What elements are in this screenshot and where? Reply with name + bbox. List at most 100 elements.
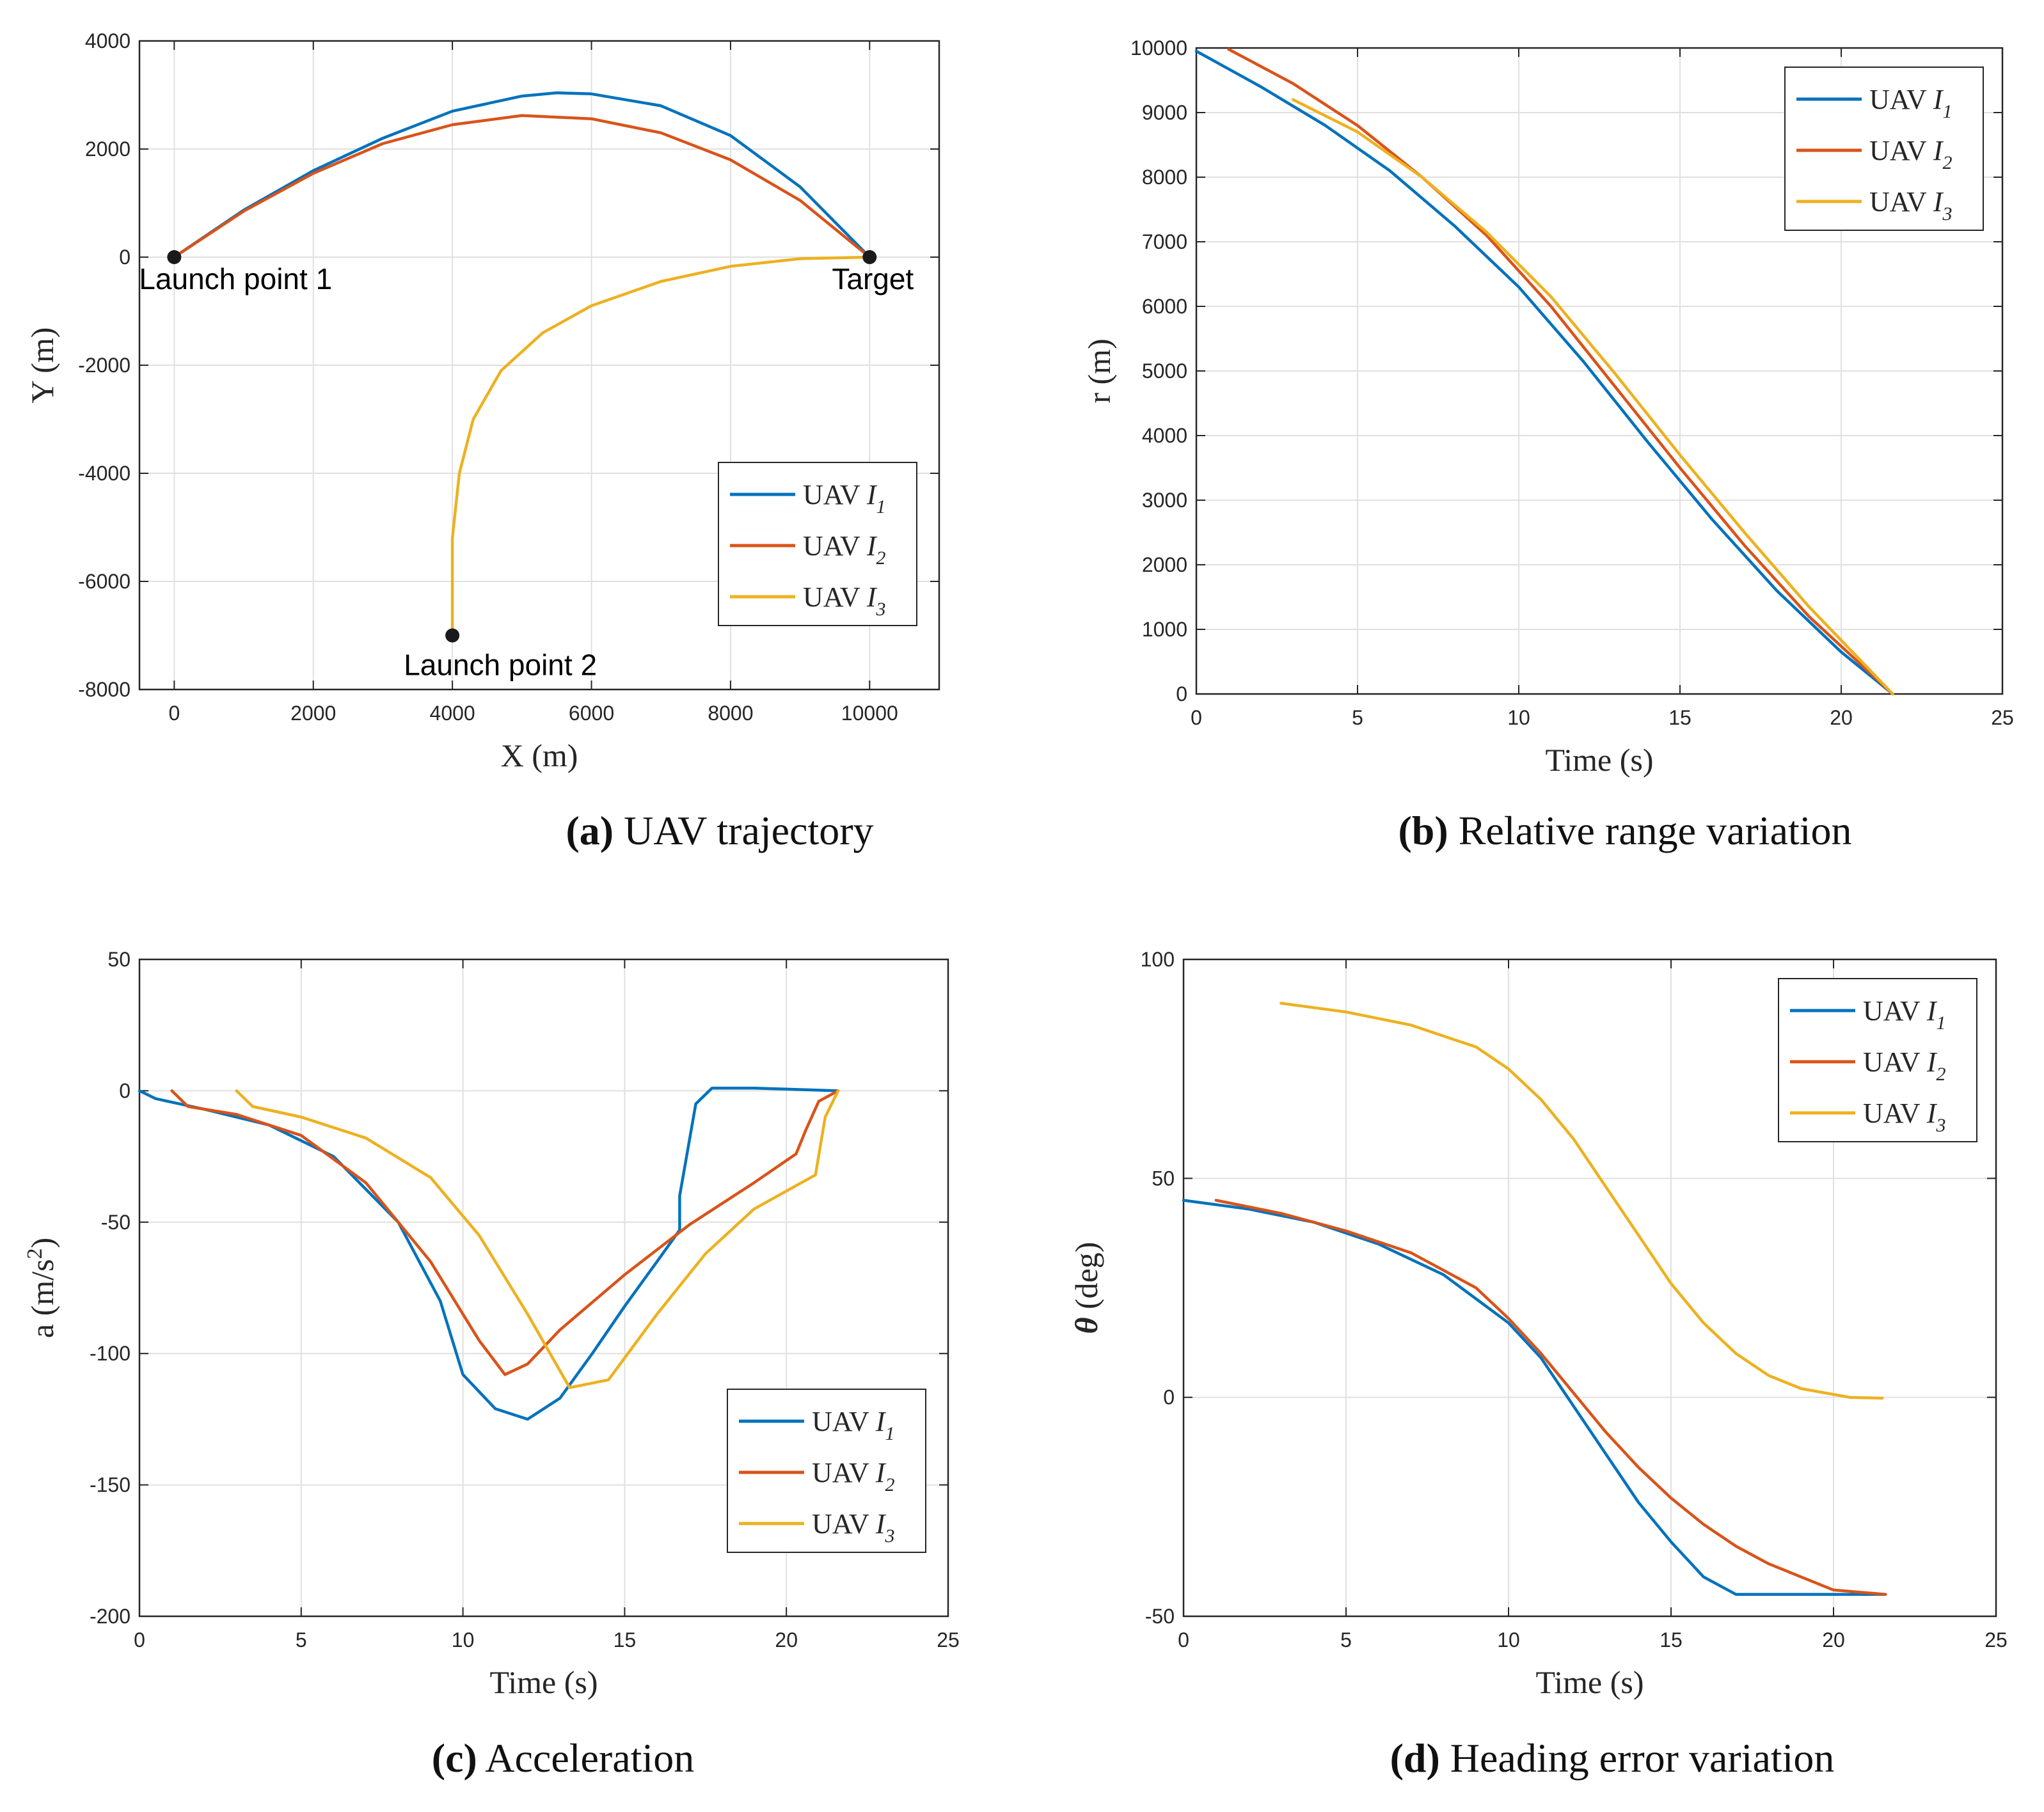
y-axis-label: a (m/s2) — [23, 1238, 60, 1338]
y-tick-label: -200 — [90, 1605, 131, 1628]
y-tick-label: -8000 — [78, 678, 131, 701]
legend-label-uav-3: UAV I3 — [1863, 1098, 1946, 1136]
y-tick-label: 0 — [119, 1079, 131, 1102]
x-axis-label: X (m) — [501, 737, 578, 773]
panel-caption: (d) Heading error variation — [1390, 1735, 1835, 1781]
y-tick-label: 5000 — [1142, 359, 1187, 382]
y-tick-label: 2000 — [85, 138, 131, 161]
marker-label: Launch point 2 — [404, 649, 597, 682]
x-tick-label: 20 — [1830, 706, 1853, 729]
legend: UAV I1 UAV I2 UAV I3 — [1784, 67, 1984, 231]
y-tick-label: -100 — [90, 1342, 131, 1365]
series-line-uav-3 — [1291, 98, 1894, 696]
legend-label-uav-3: UAV I3 — [803, 581, 886, 620]
series-line-uav-1 — [173, 91, 871, 259]
marker-point — [445, 628, 460, 643]
y-tick-label: 10000 — [1130, 36, 1187, 59]
x-tick-label: 0 — [1191, 706, 1202, 729]
legend-label-uav-3: UAV I3 — [1869, 186, 1953, 225]
x-tick-label: 5 — [1352, 706, 1363, 729]
x-tick-label: 15 — [1668, 706, 1691, 729]
x-tick-label: 8000 — [708, 702, 753, 725]
legend-label-uav-1: UAV I1 — [1863, 995, 1946, 1034]
legend-label-uav-2: UAV I2 — [1869, 135, 1953, 173]
legend: UAV I1 UAV I2 UAV I3 — [718, 462, 917, 626]
series-line-uav-1 — [138, 1087, 840, 1421]
chart-a: 0 2000 4000 6000 8000 10000 -8000 -6000 -4000 -20… — [24, 29, 940, 853]
series-line-uav-1 — [1194, 49, 1894, 696]
x-tick-label: 10000 — [841, 702, 898, 725]
series-line-uav-3 — [450, 255, 871, 637]
y-tick-label: 100 — [1141, 948, 1175, 971]
legend-label-uav-2: UAV I2 — [803, 530, 886, 569]
y-tick-label: 7000 — [1142, 230, 1187, 253]
marker-label: Target — [832, 262, 914, 295]
x-tick-label: 20 — [1822, 1628, 1845, 1651]
x-tick-label: 10 — [1507, 706, 1530, 729]
y-tick-label: 0 — [1163, 1386, 1175, 1409]
x-tick-label: 20 — [775, 1628, 798, 1651]
legend-label-uav-2: UAV I2 — [812, 1457, 895, 1495]
y-axis-label: r (m) — [1081, 338, 1117, 403]
x-tick-label: 25 — [1991, 706, 2014, 729]
legend-label-uav-1: UAV I1 — [1869, 84, 1953, 122]
x-tick-label: 4000 — [430, 702, 475, 725]
y-tick-label: 2000 — [1142, 553, 1187, 576]
axes-box — [138, 958, 949, 1618]
x-tick-label: 0 — [168, 702, 180, 725]
series-line-uav-2 — [1227, 47, 1894, 696]
y-tick-label: -4000 — [78, 462, 131, 485]
series-line-uav-3 — [235, 1089, 840, 1389]
marker-point — [862, 250, 877, 264]
y-tick-label: 8000 — [1142, 166, 1187, 189]
y-tick-label: -150 — [90, 1474, 131, 1497]
marker-label: Launch point 1 — [139, 262, 332, 295]
x-tick-label: 0 — [134, 1628, 145, 1651]
x-tick-label: 10 — [452, 1628, 475, 1651]
y-tick-label: -50 — [101, 1211, 131, 1234]
x-tick-label: 25 — [1985, 1628, 2008, 1651]
y-tick-label: 0 — [119, 246, 131, 269]
x-tick-label: 10 — [1497, 1628, 1520, 1651]
x-axis-label: Time (s) — [489, 1664, 598, 1700]
y-tick-label: 9000 — [1142, 101, 1187, 124]
series-line-uav-2 — [1214, 1199, 1887, 1596]
chart-c: 0 5 10 15 20 25 -200 -150 -100 -50 0 50 Time (s) a (m… — [23, 948, 960, 1781]
y-tick-label: 4000 — [1142, 424, 1187, 447]
series-line-uav-3 — [1279, 1002, 1884, 1400]
x-tick-label: 15 — [1660, 1628, 1683, 1651]
y-tick-label: -50 — [1145, 1605, 1175, 1628]
x-tick-label: 0 — [1178, 1628, 1189, 1651]
series-line-uav-2 — [173, 114, 871, 259]
x-axis-label: Time (s) — [1545, 742, 1653, 778]
x-tick-label: 15 — [614, 1628, 637, 1651]
legend-label-uav-1: UAV I1 — [803, 479, 886, 517]
y-tick-label: 50 — [1152, 1167, 1175, 1190]
x-tick-label: 2000 — [290, 702, 336, 725]
y-tick-label: 6000 — [1142, 295, 1187, 318]
axes-box — [1182, 958, 1997, 1618]
legend: UAV I1 UAV I2 UAV I3 — [1778, 978, 1977, 1142]
panel-caption: (c) Acceleration — [432, 1735, 694, 1781]
legend-label-uav-3: UAV I3 — [812, 1508, 895, 1547]
x-tick-label: 25 — [937, 1628, 960, 1651]
legend: UAV I1 UAV I2 UAV I3 — [727, 1389, 926, 1553]
series-line-uav-2 — [170, 1089, 840, 1376]
y-tick-label: 3000 — [1142, 489, 1187, 512]
legend-label-uav-2: UAV I2 — [1863, 1046, 1946, 1085]
marker-point — [167, 250, 182, 264]
y-tick-label: -2000 — [78, 354, 131, 377]
y-axis-label: θ (deg) — [1068, 1242, 1104, 1334]
legend-label-uav-1: UAV I1 — [812, 1406, 895, 1444]
panel-caption: (b) Relative range variation — [1398, 808, 1851, 853]
y-tick-label: 0 — [1176, 682, 1187, 705]
y-tick-label: -6000 — [78, 570, 131, 593]
x-tick-label: 5 — [1340, 1628, 1352, 1651]
chart-b: 0 5 10 15 20 25 0 1000 2000 3000 4000 5000 6000 7000 8… — [1081, 36, 2014, 853]
y-axis-label: Y (m) — [24, 327, 60, 404]
x-tick-label: 5 — [296, 1628, 307, 1651]
y-tick-label: 50 — [107, 948, 131, 971]
